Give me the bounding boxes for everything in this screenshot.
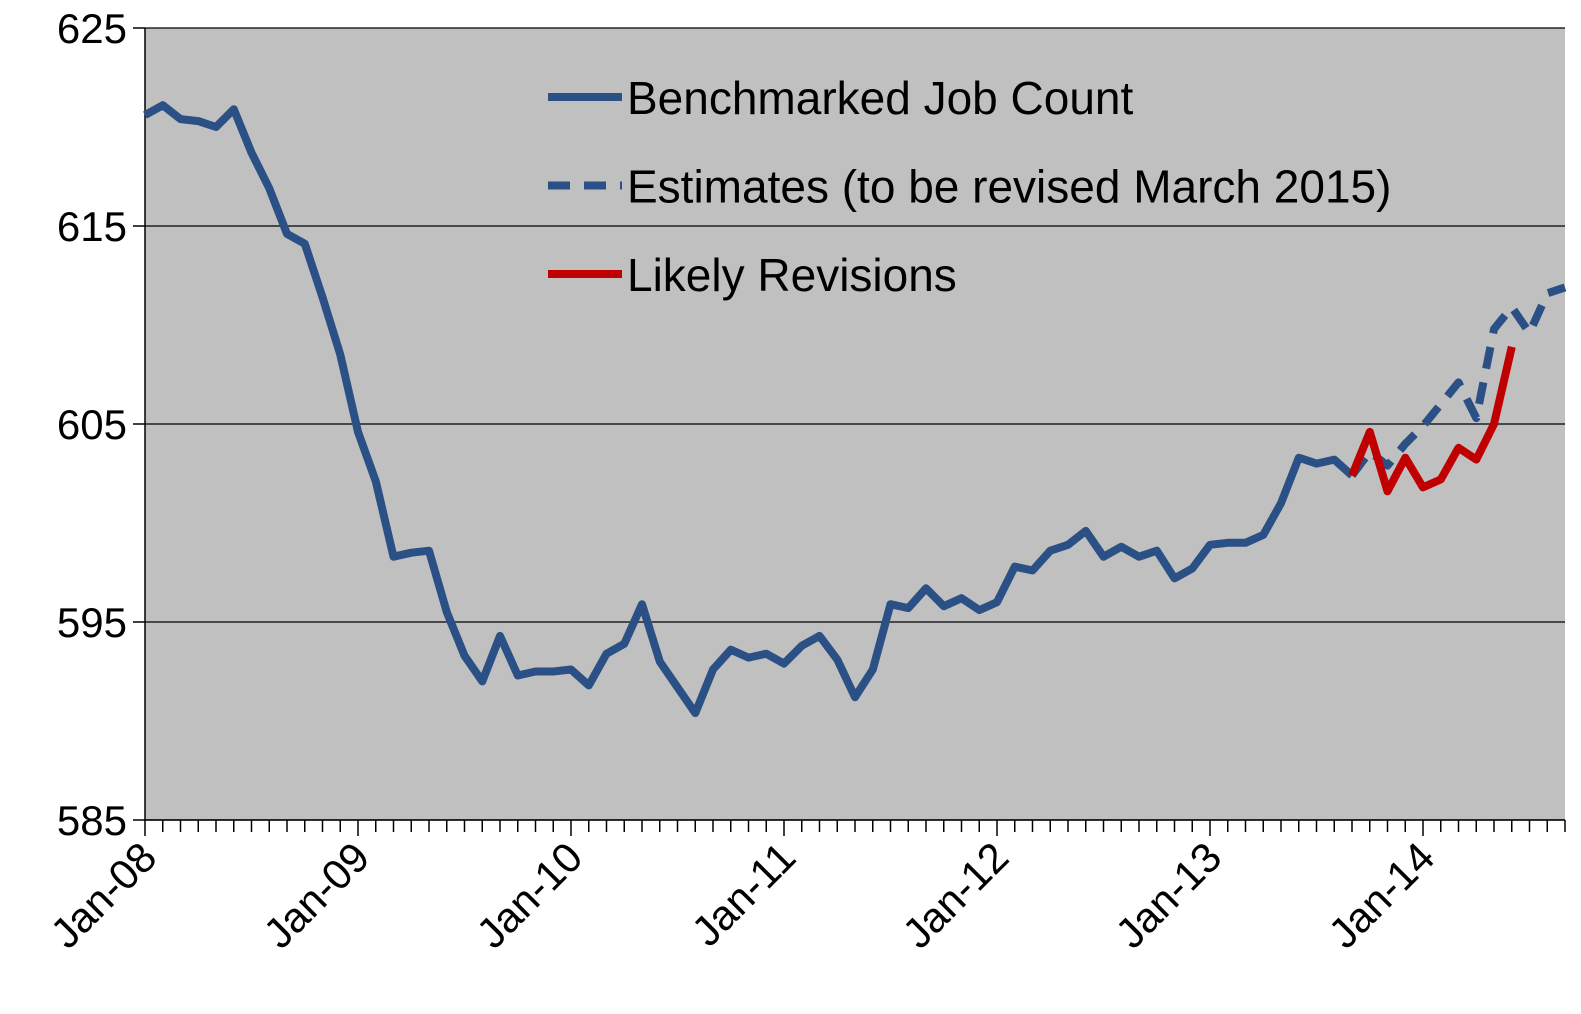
legend-label: Likely Revisions: [627, 249, 957, 301]
y-tick-label: 585: [57, 797, 127, 844]
x-tick-label: Jan-13: [1106, 833, 1230, 957]
legend-label: Benchmarked Job Count: [627, 72, 1134, 124]
x-tick-label: Jan-08: [41, 833, 165, 957]
y-tick-label: 605: [57, 401, 127, 448]
x-tick-label: Jan-11: [683, 833, 805, 955]
x-tick-label: Jan-14: [1319, 833, 1443, 957]
y-tick-label: 615: [57, 203, 127, 250]
series-line: [143, 101, 1355, 718]
x-tick-label: Jan-09: [254, 833, 378, 957]
y-tick-label: 625: [57, 5, 127, 52]
x-tick-label: Jan-12: [893, 833, 1017, 957]
x-tick-label: Jan-10: [467, 833, 591, 957]
legend-label: Estimates (to be revised March 2015): [627, 161, 1391, 213]
series-line: [1348, 283, 1567, 478]
y-tick-label: 595: [57, 599, 127, 646]
series-line: [1348, 345, 1516, 496]
